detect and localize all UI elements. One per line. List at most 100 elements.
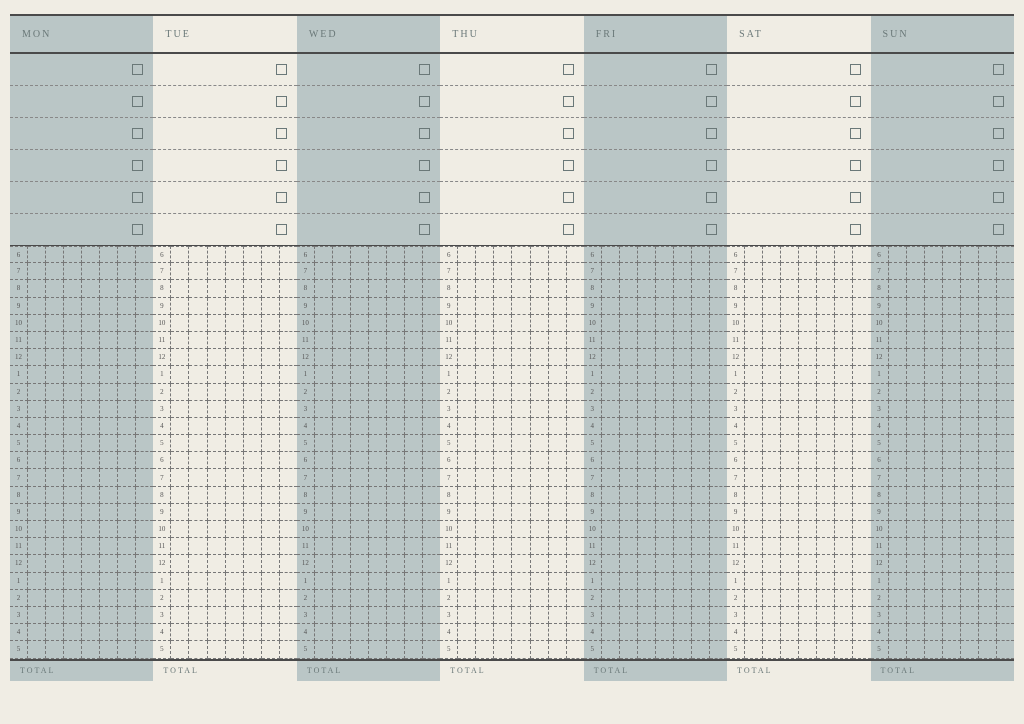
hour-slot (512, 555, 530, 572)
hour-slot (549, 538, 567, 555)
total-label: TOTAL (163, 666, 198, 675)
task-checkbox[interactable] (706, 224, 717, 235)
hour-slot (835, 366, 853, 383)
task-checkbox[interactable] (993, 64, 1004, 75)
hour-slot (171, 418, 189, 435)
task-checkbox[interactable] (132, 128, 143, 139)
task-checkbox[interactable] (132, 64, 143, 75)
hour-slot (943, 418, 961, 435)
task-checkbox[interactable] (276, 192, 287, 203)
task-checkbox[interactable] (706, 96, 717, 107)
hour-grid: 6666666777777788888889999999101010101010… (10, 246, 1014, 659)
task-checkbox[interactable] (850, 128, 861, 139)
task-checkbox[interactable] (419, 128, 430, 139)
hour-slot (799, 418, 817, 435)
hour-slot (620, 349, 638, 366)
hour-cell: 12 (153, 349, 296, 366)
hour-slot (692, 487, 710, 504)
hour-slot (208, 487, 226, 504)
task-checkbox[interactable] (132, 160, 143, 171)
hour-slot (82, 246, 100, 263)
task-checkbox[interactable] (993, 160, 1004, 171)
hour-cell: 9 (10, 298, 153, 315)
hour-slot (997, 487, 1014, 504)
task-checkbox[interactable] (993, 96, 1004, 107)
task-checkbox[interactable] (850, 64, 861, 75)
task-checkbox[interactable] (706, 160, 717, 171)
hour-slot (226, 315, 244, 332)
task-checkbox[interactable] (132, 96, 143, 107)
hour-slot (835, 469, 853, 486)
hour-cell: 7 (440, 263, 583, 280)
task-checkbox[interactable] (419, 64, 430, 75)
task-checkbox[interactable] (276, 160, 287, 171)
task-checkbox[interactable] (850, 224, 861, 235)
hour-slot (226, 418, 244, 435)
task-checkbox[interactable] (706, 192, 717, 203)
hour-slot (763, 435, 781, 452)
hour-slot (979, 607, 997, 624)
hour-slot (943, 504, 961, 521)
task-checkbox[interactable] (850, 96, 861, 107)
hour-slot (351, 401, 369, 418)
hour-slot (189, 280, 207, 297)
hour-label: 8 (153, 280, 171, 297)
task-checkbox[interactable] (132, 224, 143, 235)
task-checkbox[interactable] (276, 96, 287, 107)
hour-row: 2222222 (10, 384, 1014, 401)
hour-label: 9 (153, 298, 171, 315)
task-checkbox[interactable] (706, 128, 717, 139)
task-checkbox[interactable] (563, 224, 574, 235)
hour-slot (171, 469, 189, 486)
hour-slot (315, 366, 333, 383)
hour-slot (64, 332, 82, 349)
hour-slot (387, 555, 405, 572)
hour-slot (531, 401, 549, 418)
task-checkbox[interactable] (993, 128, 1004, 139)
hour-slot (136, 384, 153, 401)
hour-slot (28, 504, 46, 521)
task-checkbox[interactable] (563, 192, 574, 203)
hour-slot (280, 263, 297, 280)
hour-slot (387, 401, 405, 418)
task-checkbox[interactable] (993, 192, 1004, 203)
hour-slot (781, 418, 799, 435)
task-checkbox[interactable] (276, 128, 287, 139)
task-checkbox[interactable] (563, 64, 574, 75)
task-cell (727, 182, 870, 214)
task-checkbox[interactable] (706, 64, 717, 75)
hour-label: 10 (584, 315, 602, 332)
task-checkbox[interactable] (850, 192, 861, 203)
task-checkbox[interactable] (419, 224, 430, 235)
hour-slot (889, 538, 907, 555)
task-checkbox[interactable] (563, 96, 574, 107)
hour-slot (656, 418, 674, 435)
hour-label: 6 (584, 452, 602, 469)
hour-slot (979, 280, 997, 297)
hour-slot (889, 280, 907, 297)
task-checkbox[interactable] (993, 224, 1004, 235)
task-checkbox[interactable] (419, 160, 430, 171)
hour-label: 6 (584, 246, 602, 263)
hour-slot (46, 401, 64, 418)
task-cell (440, 150, 583, 182)
task-checkbox[interactable] (563, 128, 574, 139)
hour-slot (280, 366, 297, 383)
task-checkbox[interactable] (419, 96, 430, 107)
hour-slot (745, 280, 763, 297)
hour-slot (549, 418, 567, 435)
task-checkbox[interactable] (563, 160, 574, 171)
hour-slot (476, 573, 494, 590)
hour-slot (171, 538, 189, 555)
hour-cell: 2 (297, 590, 440, 607)
hour-slot (656, 246, 674, 263)
task-checkbox[interactable] (850, 160, 861, 171)
task-checkbox[interactable] (276, 64, 287, 75)
hour-cell: 7 (153, 263, 296, 280)
task-checkbox[interactable] (132, 192, 143, 203)
task-checkbox[interactable] (419, 192, 430, 203)
hour-slot (208, 280, 226, 297)
hour-slot (943, 521, 961, 538)
hour-slot (118, 624, 136, 641)
task-checkbox[interactable] (276, 224, 287, 235)
